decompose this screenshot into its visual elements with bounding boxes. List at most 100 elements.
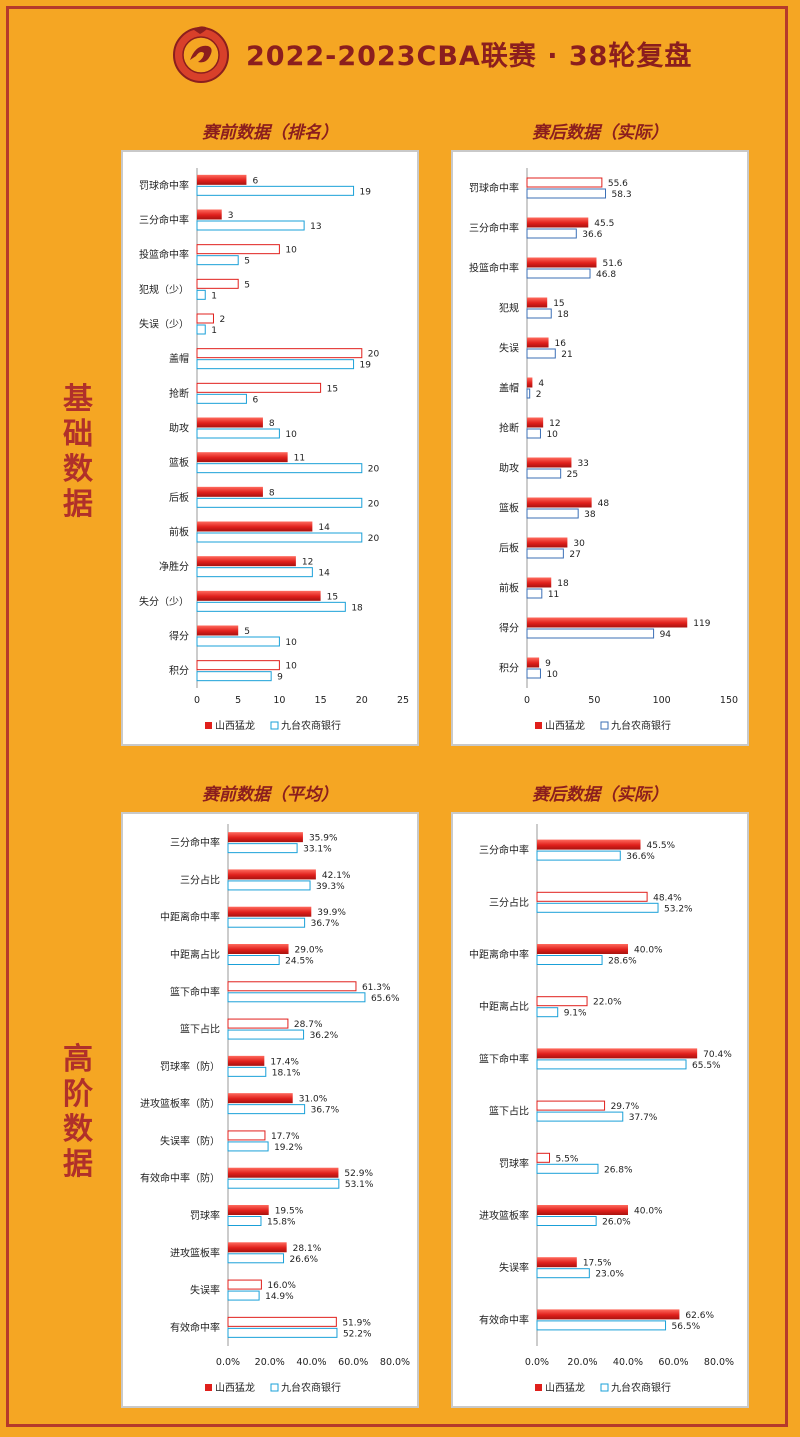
bar-team-b [227,917,306,928]
bar-team-b [526,668,541,679]
value-label-team-a: 15 [327,592,338,602]
bar-team-b [196,463,363,474]
x-tick-label: 60.0% [658,1357,688,1368]
value-label-team-b: 2 [536,390,542,400]
bar-team-b [196,359,355,370]
value-label-team-b: 15.8% [267,1218,296,1228]
bar-team-a [537,1257,577,1268]
value-label-team-a: 48 [598,499,610,509]
category-label: 有效命中率（防） [140,1172,220,1185]
value-label-team-b: 1 [211,326,217,336]
category-label: 篮下占比 [180,1023,220,1036]
category-label: 助攻 [499,462,519,475]
bar-team-b [227,1216,262,1226]
value-label-team-b: 14.9% [265,1292,294,1302]
category-label: 三分命中率 [170,836,220,849]
value-label-team-b: 33.1% [303,845,332,855]
page-title: 2022-2023CBA联赛 · 38轮复盘 [246,40,693,72]
value-label-team-b: 65.6% [371,994,400,1004]
category-label: 失误 [499,342,519,355]
value-label-team-a: 19.5% [275,1207,304,1217]
bar-team-b [526,308,552,319]
category-label: 篮板 [499,502,519,515]
bar-team-b [536,1007,559,1018]
value-label-team-b: 28.6% [608,957,637,967]
bar-team-a [197,209,222,220]
bar-team-a [527,657,540,668]
value-label-team-b: 36.7% [311,1106,340,1116]
value-label-team-b: 24.5% [285,957,314,967]
x-tick-label: 80.0% [380,1357,410,1368]
value-label-team-a: 17.4% [270,1057,299,1067]
bar-team-b [196,636,280,647]
category-label: 篮板 [169,456,189,469]
bar-team-a [197,417,263,428]
bar-team-a [227,1279,262,1290]
value-label-team-a: 8 [269,488,275,498]
bar-team-b [196,601,346,612]
value-label-team-b: 5 [244,257,250,267]
bar-team-a [228,1055,265,1066]
bar-team-b [227,1141,269,1152]
category-label: 积分 [499,663,519,675]
x-tick-label: 25 [397,695,409,706]
page-frame [6,6,788,1427]
bar-team-a [527,417,544,428]
legend-label-team-b: 九台农商银行 [281,1381,341,1394]
x-tick-label: 40.0% [613,1357,643,1368]
value-label-team-a: 15 [327,384,338,394]
category-label: 抢断 [499,422,519,435]
value-label-team-a: 40.0% [634,946,663,956]
category-label: 盖帽 [169,352,189,365]
category-label: 盖帽 [499,382,519,395]
section-label-advanced: 高阶数据 [58,1042,98,1182]
bar-team-a [228,1242,287,1253]
value-label-team-b: 13 [310,222,321,232]
value-label-team-b: 10 [546,670,558,680]
legend-label-team-b: 九台农商银行 [281,719,341,732]
value-label-team-b: 19.2% [274,1143,303,1153]
chart-panel-pre-average: 三分命中率 35.9% 33.1% 三分占比 42.1% 39.3% 中距离命中率 39.9%… [121,812,419,1408]
header: 2022-2023CBA联赛 · 38轮复盘 [170,18,692,88]
bar-team-b [536,1320,667,1331]
bar-team-b [526,548,564,559]
legend-swatch-team-a [535,722,542,729]
value-label-team-b: 20 [368,534,380,544]
value-label-team-a: 5 [244,627,250,637]
bar-team-b [526,628,655,639]
x-tick-label: 0 [194,695,200,706]
bar-team-b [227,1327,338,1338]
value-label-team-a: 45.5% [647,841,676,851]
category-label: 前板 [499,582,519,595]
bar-team-b [196,289,206,300]
category-label: 中距离占比 [479,1000,529,1013]
category-label: 失误率 [190,1284,220,1297]
value-label-team-b: 10 [285,430,297,440]
legend-swatch-team-b [270,721,279,730]
bar-team-a [536,891,648,902]
bar-team-b [227,955,280,965]
bar-team-a [527,377,533,388]
value-label-team-b: 1 [211,291,217,301]
value-label-team-a: 52.9% [344,1169,373,1179]
value-label-team-b: 65.5% [692,1061,721,1071]
value-label-team-b: 9 [277,673,283,683]
chart-pre-average: 三分命中率 35.9%33.1% 三分占比 42.1%39.3% 中距离命中率 39.9%… [140,824,410,1394]
bar-team-a [228,1167,339,1178]
value-label-team-a: 5 [244,280,250,290]
value-label-team-b: 18.1% [272,1068,301,1078]
category-label: 后板 [499,542,519,555]
category-label: 净胜分 [159,560,189,573]
value-label-team-b: 53.2% [664,904,693,914]
bar-team-a [227,1316,337,1327]
bar-team-b [196,324,206,335]
category-label: 犯规（少） [139,283,189,296]
category-label: 失误率 [499,1261,529,1274]
value-label-team-b: 20 [368,465,380,475]
legend-swatch-team-a [205,1384,212,1391]
bar-team-a [197,590,321,601]
value-label-team-b: 10 [546,430,558,440]
bar-team-b [196,428,280,439]
legend-label-team-a: 山西猛龙 [545,719,585,732]
x-tick-label: 100 [653,695,671,706]
